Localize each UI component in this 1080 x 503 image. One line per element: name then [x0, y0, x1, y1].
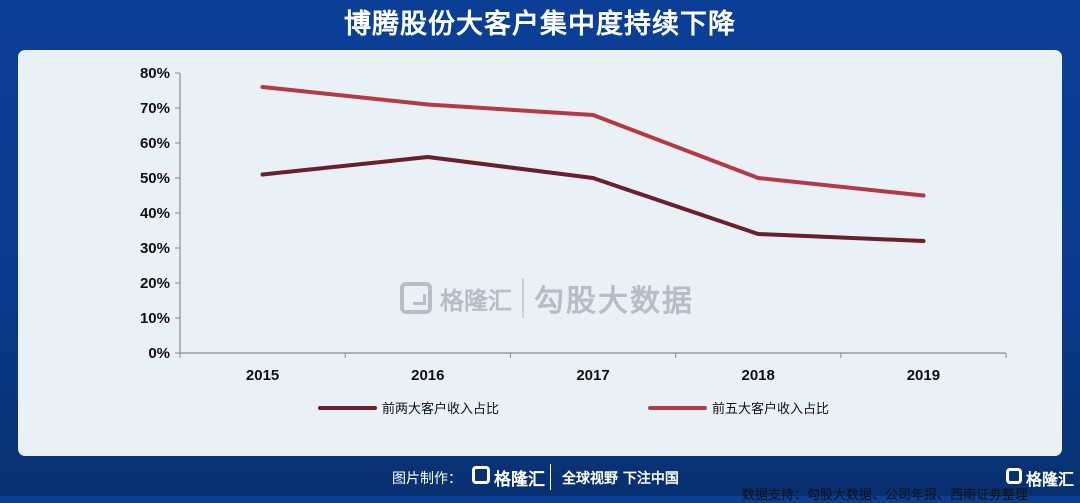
- y-tick-label: 80%: [140, 65, 170, 82]
- corner-logo-icon: [1006, 468, 1022, 484]
- x-tick-label: 2019: [907, 367, 940, 384]
- footer-made-by: 图片制作：: [392, 471, 462, 487]
- series-1-point: [591, 176, 595, 180]
- chart-panel: 0% 10% 20% 30% 40% 50% 60% 70% 80% 2015 2016 2017 20…: [18, 50, 1062, 503]
- watermark-brand: 格隆汇: [440, 286, 512, 315]
- x-tick-label: 2016: [411, 367, 444, 384]
- watermark-text: 勾股大数据: [534, 284, 694, 319]
- footer-slogan: 全球视野 下注中国: [562, 471, 679, 487]
- x-tick-label: 2017: [576, 367, 609, 384]
- series-1-point: [425, 155, 430, 159]
- y-tick-label: 60%: [140, 135, 170, 152]
- series-1-point: [756, 232, 761, 236]
- watermark: 格隆汇 勾股大数据: [400, 276, 694, 320]
- series-line-1: [260, 155, 926, 243]
- y-tick-label: 10%: [140, 310, 170, 327]
- series-1-point: [260, 172, 265, 177]
- corner-brand: 格隆汇: [1026, 470, 1075, 489]
- series-2-point: [425, 102, 430, 107]
- footer-logo-icon: [472, 466, 490, 484]
- series-2-point: [921, 193, 926, 198]
- y-tick-label: 50%: [140, 170, 170, 187]
- watermark-logo-icon: [400, 282, 432, 314]
- y-tick-label: 40%: [140, 205, 170, 222]
- line-chart: 0% 10% 20% 30% 40% 50% 60% 70% 80% 2015 2016 2017 20…: [140, 65, 1007, 417]
- x-tick-label: 2015: [246, 367, 279, 384]
- legend-label-1: 前两大客户收入占比: [382, 401, 499, 417]
- series-2-point: [591, 113, 595, 117]
- legend-label-2: 前五大客户收入占比: [712, 401, 829, 417]
- footer: 图片制作： 格隆汇 全球视野 下注中国 格隆汇: [0, 458, 1080, 496]
- x-tick-label: 2018: [742, 367, 775, 384]
- footer-brand: 格隆汇: [494, 470, 545, 490]
- footer-divider: [550, 464, 551, 490]
- y-tick-label: 30%: [140, 240, 170, 257]
- series-2-point: [260, 85, 265, 89]
- y-tick-label: 0%: [148, 345, 170, 362]
- y-tick-label: 20%: [140, 275, 170, 292]
- y-tick-label: 70%: [140, 100, 170, 117]
- watermark-divider: [522, 278, 524, 318]
- page-title: 博腾股份大客户集中度持续下降: [344, 9, 736, 40]
- series-2-point: [756, 176, 761, 180]
- series-1-point: [921, 239, 926, 243]
